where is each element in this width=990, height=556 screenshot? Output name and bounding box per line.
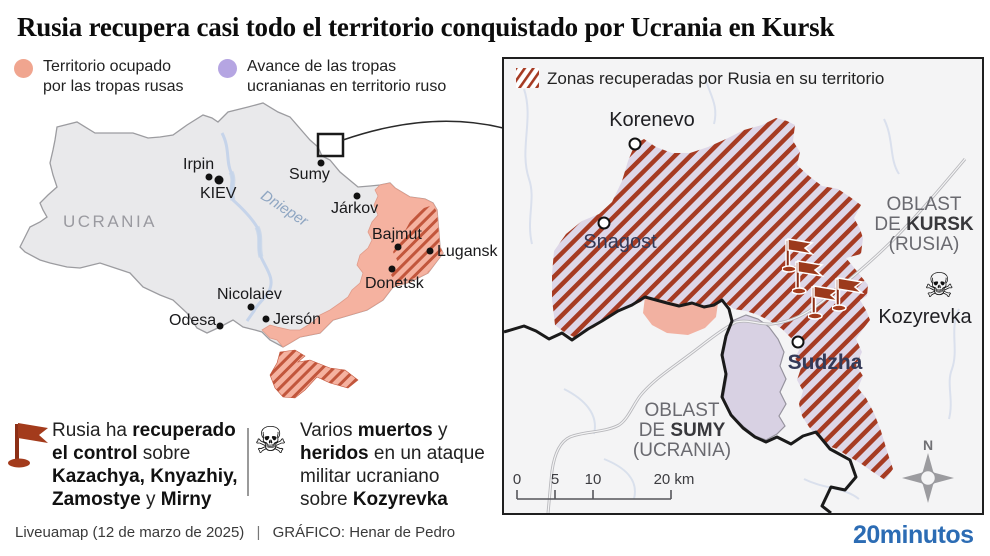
kiev-reservoir [228,170,264,258]
flag-icon [8,423,48,468]
city-ring-sudzha [791,335,805,349]
attack-skull-icon: ☠ [924,266,955,306]
kursk-map-svg [504,68,967,513]
scale-tick-20km: 20 km [653,471,695,488]
city-dot-jarkov [353,192,361,200]
city-label-odesa: Odesa [169,312,217,329]
city-dot-kiev [214,175,224,185]
map-flag-mirny [832,277,865,312]
city-label-sumy: Sumy [289,166,330,183]
skull-icon: ☠ [254,419,288,462]
city-label-nicolaiev: Nicolaiev [217,286,282,303]
legend-advance-label: Avance de las tropas ucranianas en territ… [247,58,447,95]
legend-occupied: Territorio ocupado por las tropas rusas [14,57,214,97]
compass-north-label: N [922,437,934,453]
city-label-bajmut: Bajmut [372,226,422,243]
ukraine-map-svg [19,102,504,399]
kursk-inset-map: Zonas recuperadas por Rusia en su territ… [502,57,984,515]
city-dot-lugansk [426,247,434,255]
inset-locator-box [316,132,345,158]
occupied-territory-swatch [14,59,33,78]
footer-credit: GRÁFICO: Henar de Pedro [272,524,456,541]
inset-callout-line [342,120,504,141]
legend-advance: Avance de las tropas ucranianas en territ… [218,57,468,97]
city-label-lugansk: Lugansk [437,243,498,260]
state-border-line [504,295,858,513]
page-title: Rusia recupera casi todo el territorio c… [17,12,835,42]
inset-legend-label: Zonas recuperadas por Rusia en su territ… [547,69,885,88]
inset-city-korenevo: Korenevo [609,109,695,131]
flag-note: Rusia ha recuperado el control sobre Kazac… [52,420,238,510]
footer-credits: Liveuamap (12 de marzo de 2025) | GRÁFIC… [15,524,455,541]
inset-city-snagost: Snagost [583,231,657,253]
highway-road-centerline [547,158,966,513]
ukraine-overview-map: UCRANIA Dnieper Irpin KIEV Sumy Járkov B… [0,100,505,420]
skull-note: Varios muertos y heridos en un ataque mili… [300,420,485,510]
city-dot-nicolaiev [247,303,255,311]
scale-tick-10: 10 [584,471,602,488]
city-dot-donetsk [388,265,396,273]
city-label-irpin: Irpin [183,156,215,173]
city-label-donetsk: Donetsk [365,275,424,292]
scale-tick-5: 5 [550,471,560,488]
legend-occupied-label: Territorio ocupado por las tropas rusas [43,58,184,95]
recovered-zones-swatch [516,68,539,88]
city-label-jerson: Jersón [273,311,322,328]
annotation-divider [247,428,249,496]
map-flag-knyazhiy [792,260,825,295]
city-ring-korenevo [628,137,642,151]
city-dot-bajmut [394,243,402,251]
city-dot-odesa [216,322,224,330]
map-flag-zamostye [808,285,841,320]
scale-tick-0: 0 [512,471,522,488]
city-label-jarkov: Járkov [331,200,379,217]
footer-separator: | [256,524,261,541]
footer-source: Liveuamap (12 de marzo de 2025) [15,524,245,541]
city-dot-sumy [317,159,325,167]
brand-logo: 20minutos [853,521,974,549]
donbas-hatched-region [391,205,443,284]
city-dot-jerson [262,315,270,323]
oblast-sumy-label: OBLAST DE SUMY (UCRANIA) [632,400,732,461]
city-dot-irpin [205,173,213,181]
inset-city-kozyrevka: Kozyrevka [878,306,972,328]
inset-city-sudzha: Sudzha [787,351,863,374]
city-ring-snagost [597,216,611,230]
scale-bar [516,490,672,500]
compass-rose [902,453,954,503]
oblast-kursk-label: OBLAST DE KURSK (RUSIA) [874,194,974,255]
advance-territory-swatch [218,59,237,78]
crimea-hatched-region [269,349,359,399]
city-label-kiev: KIEV [200,185,237,202]
country-label: UCRANIA [63,212,158,231]
